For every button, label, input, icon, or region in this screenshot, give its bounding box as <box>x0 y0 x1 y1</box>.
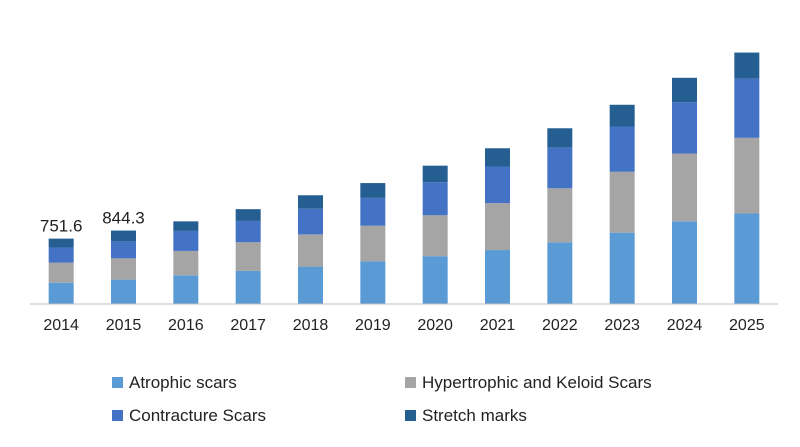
bar-segment-2025-series-2 <box>734 137 760 214</box>
bar-segment-2022-series-1 <box>547 242 573 304</box>
bar-segment-2017-series-1 <box>235 270 261 304</box>
bar-segment-2021-series-1 <box>485 250 510 304</box>
bar-segment-2018-series-1 <box>298 266 323 304</box>
bar-segment-2020-series-4 <box>422 165 448 183</box>
bar-segment-2015-series-4 <box>111 230 136 242</box>
x-tick-label-2023: 2023 <box>604 317 640 334</box>
data-label-2015: 844.3 <box>102 209 145 228</box>
bar-segment-2023-series-4 <box>609 104 635 127</box>
bar-segment-2022-series-2 <box>547 188 573 243</box>
x-tick-label-2020: 2020 <box>417 317 453 334</box>
bar-segment-2014-series-3 <box>48 247 74 263</box>
bar-segment-2014-series-2 <box>48 262 74 283</box>
bar-segment-2015-series-2 <box>111 258 136 280</box>
bar-segment-2017-series-2 <box>235 242 261 271</box>
x-tick-labels: 2014 2015 2016 2017 2018 2019 2020 2021 2022 2023… <box>43 317 764 334</box>
bar-segment-2020-series-1 <box>422 256 448 304</box>
legend-label-series-1: Atrophic scars <box>129 373 237 392</box>
legend-swatch-series-2 <box>405 377 416 388</box>
bar-segment-2019-series-2 <box>360 225 386 262</box>
bar-segment-2020-series-3 <box>422 182 448 216</box>
bar-segment-2017-series-4 <box>235 209 261 221</box>
legend-label-series-2: Hypertrophic and Keloid Scars <box>422 373 652 392</box>
data-label-2014: 751.6 <box>40 217 83 236</box>
x-tick-label-2025: 2025 <box>729 317 765 334</box>
x-tick-label-2018: 2018 <box>293 317 329 334</box>
bar-segment-2024-series-2 <box>672 153 697 222</box>
bar-segment-2022-series-4 <box>547 128 573 148</box>
legend-label-series-3: Contracture Scars <box>129 406 266 425</box>
bar-segment-2019-series-3 <box>360 197 386 226</box>
bar-segment-2024-series-4 <box>672 77 697 103</box>
bar-segment-2021-series-3 <box>485 166 510 204</box>
bar-segment-2017-series-3 <box>235 220 261 243</box>
x-tick-label-2014: 2014 <box>43 317 79 334</box>
bar-segment-2021-series-4 <box>485 148 510 167</box>
bar-segment-2020-series-2 <box>422 215 448 257</box>
x-tick-label-2017: 2017 <box>230 317 266 334</box>
x-tick-label-2022: 2022 <box>542 317 578 334</box>
bar-segment-2022-series-3 <box>547 147 573 189</box>
bar-segment-2025-series-4 <box>734 52 760 79</box>
bar-segment-2018-series-3 <box>298 208 323 235</box>
bar-segment-2024-series-3 <box>672 102 697 154</box>
data-labels: 751.6 844.3 <box>40 209 145 236</box>
bar-segment-2018-series-2 <box>298 234 323 267</box>
bar-segment-2021-series-2 <box>485 203 510 251</box>
bar-segment-2018-series-4 <box>298 195 323 209</box>
bar-segment-2023-series-1 <box>609 232 635 304</box>
legend-swatch-series-3 <box>112 410 123 421</box>
bar-segment-2025-series-3 <box>734 78 760 138</box>
bar-segment-2016-series-2 <box>173 250 199 276</box>
legend-swatch-series-1 <box>112 377 123 388</box>
bar-segment-2016-series-1 <box>173 275 199 304</box>
legend: Atrophic scars Hypertrophic and Keloid Sc… <box>112 373 652 425</box>
bar-segment-2015-series-1 <box>111 279 136 304</box>
x-tick-label-2019: 2019 <box>355 317 391 334</box>
bar-segment-2024-series-1 <box>672 221 697 304</box>
bar-segment-2015-series-3 <box>111 241 136 259</box>
bars-group <box>48 52 760 304</box>
x-tick-label-2021: 2021 <box>480 317 516 334</box>
legend-swatch-series-4 <box>405 410 416 421</box>
legend-label-series-4: Stretch marks <box>422 406 527 425</box>
x-tick-label-2016: 2016 <box>168 317 204 334</box>
x-tick-label-2024: 2024 <box>667 317 703 334</box>
x-tick-label-2015: 2015 <box>106 317 142 334</box>
bar-segment-2019-series-4 <box>360 183 386 198</box>
bar-segment-2016-series-4 <box>173 221 199 231</box>
bar-segment-2014-series-1 <box>48 282 74 304</box>
bar-segment-2016-series-3 <box>173 230 199 251</box>
bar-segment-2023-series-2 <box>609 171 635 233</box>
bar-segment-2019-series-1 <box>360 261 386 304</box>
bar-segment-2023-series-3 <box>609 126 635 172</box>
bar-segment-2014-series-4 <box>48 238 74 248</box>
bar-segment-2025-series-1 <box>734 213 760 304</box>
